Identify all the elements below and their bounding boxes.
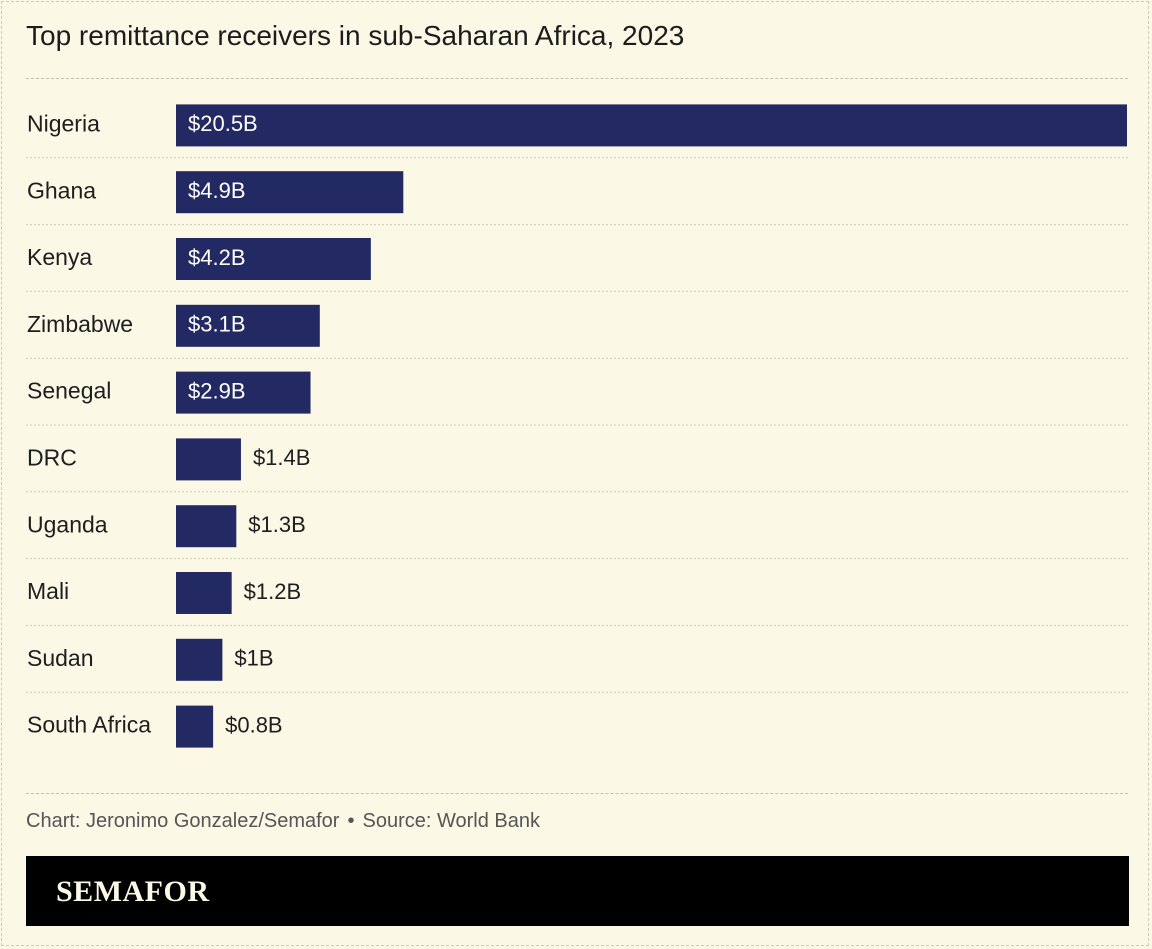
- bar: [176, 638, 223, 681]
- category-label: Senegal: [27, 378, 111, 404]
- value-label: $4.2B: [188, 245, 246, 270]
- bar: [176, 304, 320, 347]
- category-label: Sudan: [27, 645, 94, 671]
- category-label: Kenya: [27, 244, 92, 270]
- semafor-logo[interactable]: SEMAFOR: [56, 875, 210, 908]
- value-label: $1.2B: [244, 579, 301, 604]
- category-label: Nigeria: [27, 110, 100, 136]
- value-label: $2.9B: [188, 378, 246, 403]
- category-label: Zimbabwe: [27, 311, 133, 337]
- value-label: $1B: [234, 646, 273, 671]
- category-label: Uganda: [27, 511, 108, 537]
- bar: [176, 438, 241, 481]
- brand-bar: SEMAFOR: [26, 856, 1129, 926]
- value-label: $3.1B: [188, 312, 246, 337]
- chart-title: Top remittance receivers in sub-Saharan …: [26, 20, 685, 51]
- title-divider: [26, 78, 1128, 79]
- bar: [176, 171, 404, 214]
- footer-divider: [26, 793, 1128, 794]
- credit-separator: •: [347, 810, 355, 832]
- bar: [176, 104, 1127, 147]
- bar: [176, 505, 237, 548]
- bar: [176, 238, 371, 280]
- value-label: $0.8B: [225, 712, 282, 737]
- chart-source: Source: World Bank: [362, 810, 540, 832]
- value-label: $4.9B: [188, 178, 246, 203]
- category-label: South Africa: [27, 712, 151, 738]
- value-label: $1.4B: [253, 445, 311, 470]
- value-label: $20.5B: [188, 111, 258, 136]
- category-label: Ghana: [27, 177, 96, 203]
- bar: [176, 705, 214, 748]
- bar: [176, 371, 311, 414]
- category-label: Mali: [27, 578, 69, 604]
- chart-credit: Chart: Jeronimo Gonzalez/Semafor • Source:…: [26, 808, 540, 834]
- value-label: $1.3B: [248, 512, 306, 537]
- bar: [176, 572, 232, 614]
- chart-author: Chart: Jeronimo Gonzalez/Semafor: [26, 810, 340, 832]
- category-label: DRC: [27, 444, 77, 470]
